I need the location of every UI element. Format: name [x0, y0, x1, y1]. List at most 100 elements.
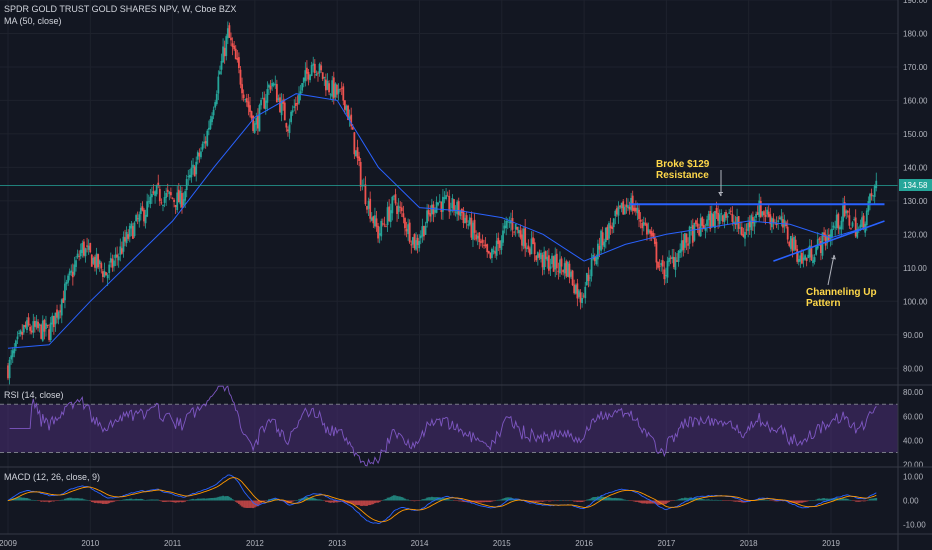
macd-histogram-bar [117, 500, 120, 501]
candle-body [831, 228, 833, 238]
macd-histogram-bar [824, 498, 827, 501]
macd-histogram-bar [461, 500, 463, 502]
candle-body [268, 84, 270, 88]
macd-histogram-bar [867, 499, 870, 501]
candle-body [139, 207, 142, 214]
macd-histogram-bar [560, 500, 563, 501]
time-tick-label: 2018 [740, 539, 758, 548]
candle-body [329, 94, 332, 96]
macd-histogram-bar [549, 500, 552, 502]
macd-histogram-bar [702, 499, 705, 501]
macd-histogram-bar [638, 500, 640, 503]
macd-histogram-bar [24, 497, 27, 501]
macd-histogram-bar [226, 496, 229, 501]
macd-histogram-bar [685, 497, 688, 501]
candle-body [801, 252, 803, 264]
macd-histogram-bar [141, 499, 144, 501]
macd-histogram-bar [146, 499, 149, 501]
macd-histogram-bar [445, 498, 447, 501]
price-tick-label: 150.00 [903, 130, 928, 139]
macd-histogram-bar [479, 500, 482, 503]
macd-histogram-bar [209, 498, 212, 501]
candle-body [707, 213, 710, 221]
macd-histogram-bar [718, 500, 721, 501]
macd-histogram-bar [494, 500, 497, 502]
macd-histogram-bar [247, 500, 250, 508]
macd-histogram-bar [268, 499, 270, 501]
macd-histogram-bar [677, 499, 680, 501]
candle-body [826, 236, 829, 244]
candle-body [187, 176, 190, 178]
candle-body [796, 248, 799, 262]
macd-histogram-bar [775, 500, 778, 502]
candle-body [242, 94, 245, 99]
candle-body [241, 84, 243, 94]
candle-body [298, 93, 300, 104]
candle-body [683, 233, 686, 248]
candle-body [527, 245, 530, 250]
macd-histogram-bar [655, 500, 658, 505]
macd-histogram-bar [367, 500, 370, 506]
macd-histogram-bar [846, 498, 849, 501]
macd-histogram-bar [176, 500, 179, 503]
candle-body [65, 281, 68, 285]
macd-histogram-bar [848, 499, 851, 501]
candle-body [336, 84, 338, 95]
candle-body [549, 266, 552, 269]
candle-body [182, 199, 185, 206]
candle-body [582, 295, 585, 297]
macd-histogram-bar [845, 498, 848, 501]
candle-body [641, 222, 644, 229]
candle-body [328, 83, 330, 93]
candle-body [312, 63, 315, 66]
candle-body [217, 76, 220, 94]
candle-body [604, 227, 607, 243]
macd-histogram-bar [256, 500, 259, 507]
macd-histogram-bar [533, 500, 536, 502]
candle-body [446, 195, 449, 197]
macd-histogram-bar [649, 500, 652, 504]
macd-histogram-bar [427, 497, 430, 501]
candle-body [291, 110, 294, 113]
macd-histogram-bar [162, 500, 164, 502]
macd-histogram-bar [683, 497, 686, 501]
macd-histogram-bar [576, 500, 579, 503]
macd-histogram-bar [462, 500, 465, 502]
macd-histogram-bar [612, 498, 615, 501]
macd-histogram-bar [570, 500, 572, 501]
macd-histogram-bar [628, 500, 631, 501]
macd-histogram-bar [290, 500, 292, 503]
candle-body [48, 329, 51, 340]
macd-histogram-bar [64, 498, 66, 501]
candle-body [759, 201, 762, 218]
candle-body [18, 332, 20, 334]
macd-histogram-bar [283, 500, 286, 503]
macd-histogram-bar [495, 500, 498, 501]
macd-histogram-bar [320, 499, 323, 501]
candle-body [665, 275, 667, 277]
candle-body [177, 189, 180, 203]
macd-histogram-bar [239, 500, 242, 506]
macd-histogram-bar [502, 498, 504, 501]
macd-histogram-bar [149, 499, 152, 501]
macd-histogram-bar [358, 500, 361, 506]
channel-arrow [827, 254, 835, 286]
candle-body [728, 212, 731, 214]
candle-body [429, 213, 432, 217]
macd-histogram-bar [16, 497, 19, 501]
candle-body [808, 245, 811, 258]
candle-body [198, 152, 201, 157]
candle-body [560, 258, 563, 267]
macd-histogram-bar [182, 500, 185, 503]
candle-body [802, 257, 805, 261]
candle-body [160, 202, 163, 204]
candle-body [165, 192, 168, 198]
macd-histogram-bar [796, 500, 799, 504]
macd-histogram-bar [671, 500, 674, 501]
candle-body [529, 248, 531, 255]
macd-histogram-bar [288, 500, 291, 504]
candle-body [701, 217, 704, 226]
macd-histogram-bar [326, 500, 329, 502]
macd-histogram-bar [600, 496, 602, 501]
